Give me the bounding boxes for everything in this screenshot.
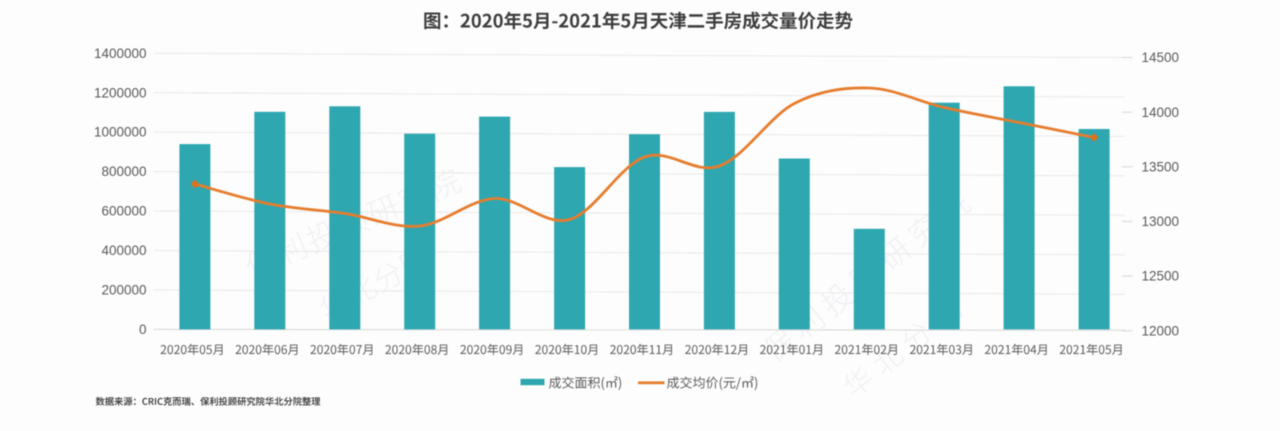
svg-text:1400000: 1400000 xyxy=(94,46,147,61)
svg-text:200000: 200000 xyxy=(101,283,146,298)
svg-text:400000: 400000 xyxy=(101,243,146,258)
svg-text:13500: 13500 xyxy=(1142,159,1180,174)
svg-text:0: 0 xyxy=(139,322,147,337)
svg-text:14000: 14000 xyxy=(1142,105,1180,120)
svg-text:12000: 12000 xyxy=(1142,323,1180,338)
svg-text:14500: 14500 xyxy=(1142,50,1180,65)
svg-text:1200000: 1200000 xyxy=(94,85,147,100)
svg-text:1000000: 1000000 xyxy=(94,125,147,140)
svg-text:12500: 12500 xyxy=(1142,269,1180,284)
svg-text:600000: 600000 xyxy=(101,204,146,219)
svg-text:13000: 13000 xyxy=(1142,214,1180,229)
svg-text:800000: 800000 xyxy=(101,164,146,179)
